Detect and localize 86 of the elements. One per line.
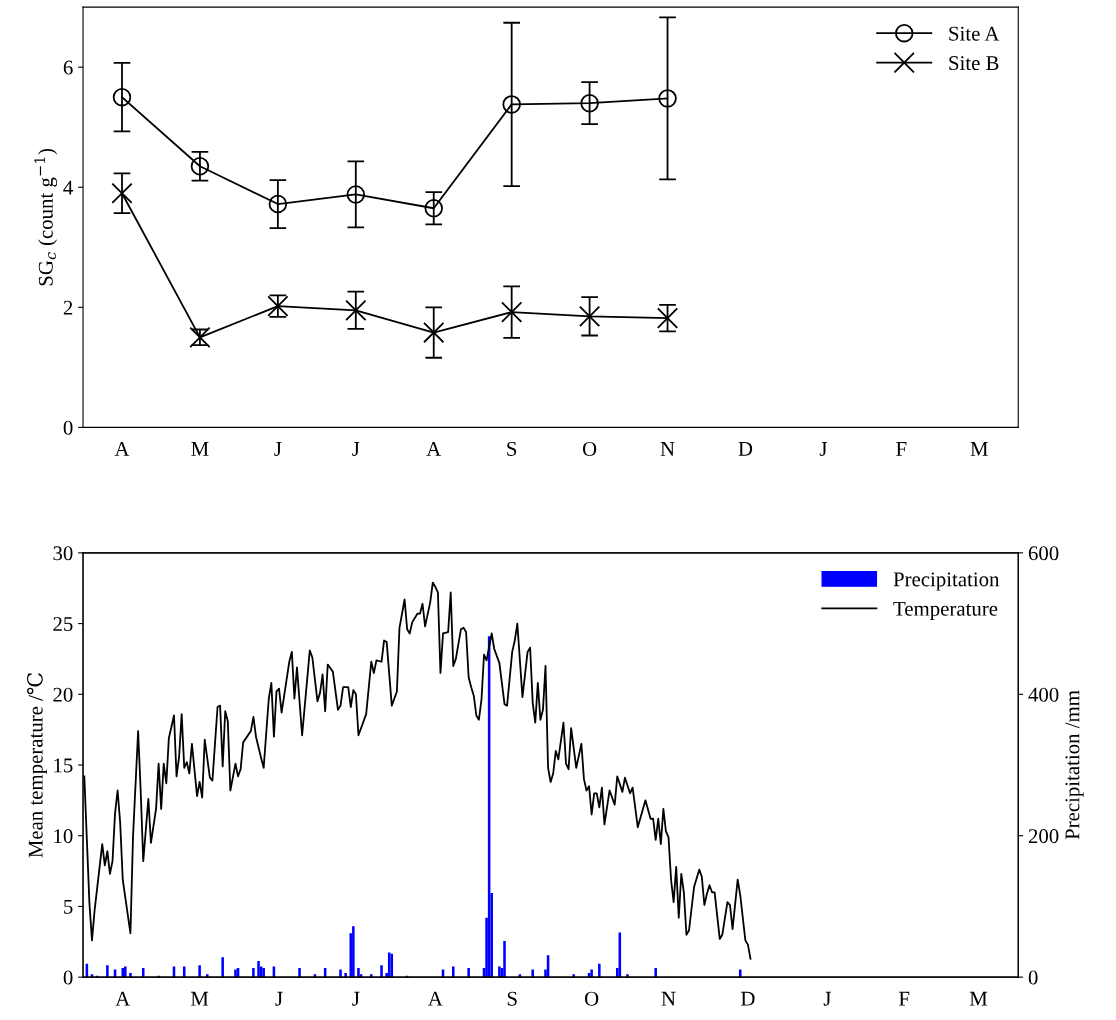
point	[345, 299, 367, 321]
bar	[344, 972, 347, 978]
x-tick-label: F	[896, 442, 907, 456]
bar	[626, 974, 629, 978]
x-tick-label: A	[114, 441, 130, 456]
legend-label: Site B	[949, 56, 999, 71]
x-tick-label: J	[352, 442, 360, 456]
x-tick-label: M	[190, 991, 209, 1006]
point	[502, 95, 521, 114]
y-axis-title: SG$_{c}$ (count g$^{−1}$)	[34, 148, 58, 286]
legend-label: Site A	[949, 26, 1000, 41]
legend-label: Precipitation	[893, 572, 1000, 591]
y-tick-label: 30	[53, 546, 73, 561]
bar	[352, 926, 355, 978]
y-tick-label: 0	[63, 420, 73, 435]
bar	[257, 960, 260, 978]
y2-axis-title: Precipitation /mm	[1065, 690, 1084, 840]
point	[346, 185, 366, 204]
y2-tick-label: 600	[1028, 546, 1059, 561]
point	[578, 305, 601, 327]
bar	[357, 967, 360, 978]
bar	[531, 969, 534, 978]
bar	[572, 974, 575, 978]
x-tick-label: M	[970, 442, 988, 456]
bar	[738, 969, 742, 978]
y-tick-label: 4	[63, 180, 73, 195]
x-tick-label: O	[582, 441, 597, 456]
bar	[252, 967, 255, 978]
bar	[370, 974, 373, 978]
x-tick-label: D	[738, 442, 753, 456]
x-tick-label: M	[191, 442, 209, 456]
x-tick-label: J	[823, 991, 831, 1006]
bar	[206, 974, 209, 978]
point	[424, 199, 443, 218]
x-tick-label: A	[426, 441, 442, 456]
x-tick-label: F	[899, 991, 910, 1006]
x-tick-label: O	[584, 991, 599, 1006]
bar	[129, 972, 132, 978]
x-tick-label: A	[115, 991, 131, 1006]
x-tick-label: N	[660, 442, 675, 456]
x-tick-label: S	[507, 991, 517, 1006]
x-tick-label: D	[741, 991, 755, 1006]
bar	[503, 941, 506, 978]
bar	[124, 966, 127, 978]
point	[423, 321, 445, 344]
bar	[106, 965, 109, 978]
point	[580, 93, 599, 113]
y-axis-title: Mean temperature /℃	[27, 673, 47, 858]
y-tick-label: 6	[63, 60, 73, 75]
x-tick-label: N	[661, 991, 676, 1006]
point	[111, 182, 133, 204]
y-tick-label: 20	[53, 687, 73, 702]
bar	[298, 967, 301, 978]
point	[658, 89, 677, 108]
y2-tick-label: 400	[1028, 687, 1059, 702]
y-tick-label: 5	[64, 900, 73, 914]
y-tick-label: 10	[54, 829, 73, 844]
bar	[141, 967, 145, 978]
bar	[451, 966, 455, 978]
x-tick-label: S	[507, 441, 517, 456]
bar	[380, 965, 383, 978]
y2-tick-label: 0	[1028, 970, 1038, 985]
y2-tick-label: 200	[1028, 829, 1059, 844]
x-tick-label: J	[274, 442, 282, 456]
legend-label: Temperature	[893, 601, 998, 621]
bar	[221, 957, 224, 978]
bar	[198, 965, 201, 978]
x-tick-label: J	[352, 991, 360, 1006]
x-tick-label: J	[275, 991, 283, 1006]
y-tick-label: 0	[63, 970, 73, 985]
y-tick-label: 15	[54, 758, 73, 773]
bar	[121, 967, 125, 978]
y-tick-label: 2	[63, 300, 73, 315]
bar	[654, 967, 657, 978]
x-tick-label: J	[819, 442, 828, 456]
point	[190, 156, 210, 176]
bar	[182, 966, 186, 978]
x-tick-label: A	[428, 991, 443, 1006]
point	[501, 301, 523, 323]
bar	[467, 967, 470, 978]
point	[268, 194, 288, 214]
bar	[339, 969, 342, 978]
x-tick-label: M	[969, 991, 988, 1006]
y-tick-label: 25	[53, 616, 73, 631]
point	[112, 87, 132, 107]
bar	[598, 963, 601, 978]
